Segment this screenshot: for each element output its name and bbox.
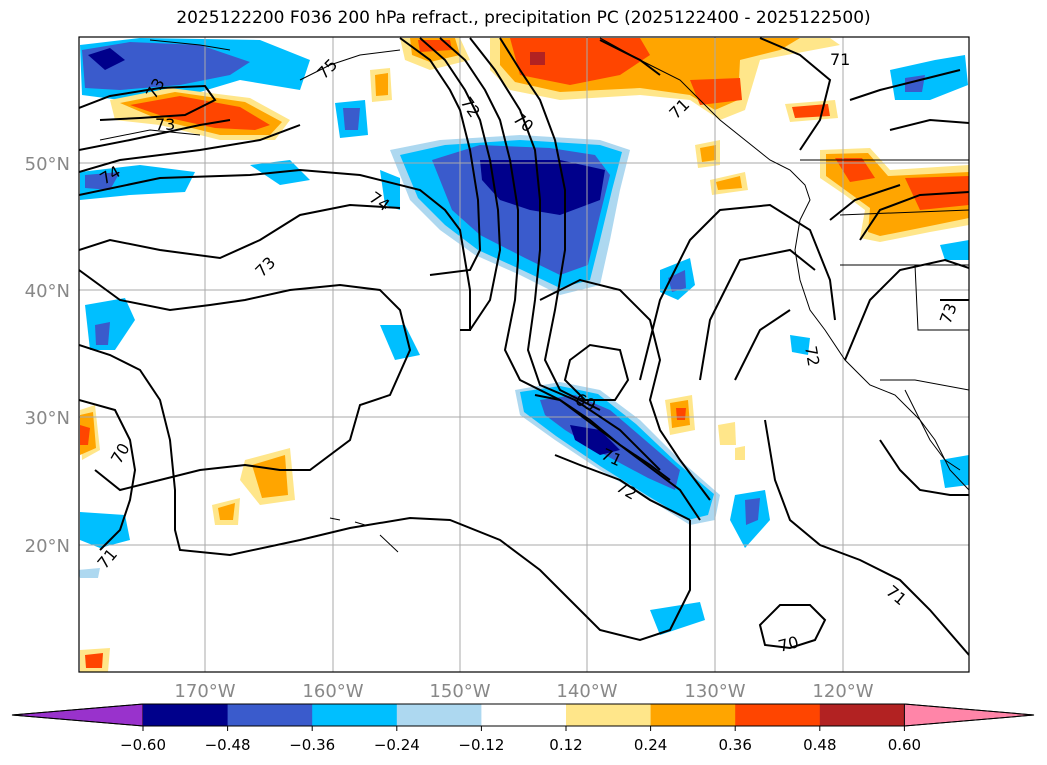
colorbar-tick-label: −0.36 <box>289 736 335 754</box>
lon-label: 130°W <box>684 681 745 702</box>
contour-label: 73 <box>251 253 279 281</box>
colorbar-tick-label: 0.12 <box>549 736 582 754</box>
contour-label: 73 <box>936 301 961 327</box>
colorbar: −0.60 −0.48 −0.36 −0.24 −0.12 0.12 0.24 0.36 0.4… <box>11 703 1035 754</box>
longitude-labels: 170°W 160°W 150°W 140°W 130°W 120°W <box>174 681 873 702</box>
lon-label: 120°W <box>812 681 873 702</box>
lat-label: 20°N <box>25 536 70 557</box>
lon-label: 160°W <box>302 681 363 702</box>
shade-pos-strong <box>130 96 270 130</box>
plot-frame <box>78 36 970 673</box>
colorbar-swatch <box>735 704 821 726</box>
colorbar-tick-label: 0.60 <box>888 736 921 754</box>
lon-label: 170°W <box>174 681 235 702</box>
contour-label: 70 <box>509 109 537 137</box>
colorbar-tick-label: −0.24 <box>374 736 420 754</box>
shade-neg-strong <box>88 48 125 70</box>
colorbar-tick-label: 0.48 <box>803 736 836 754</box>
colorbar-swatch <box>481 704 567 726</box>
coastlines <box>99 37 969 553</box>
lon-label: 140°W <box>556 681 617 702</box>
contour-label: 73 <box>155 115 175 134</box>
precip-shading <box>79 38 969 672</box>
colorbar-tick-label: −0.48 <box>205 736 251 754</box>
colorbar-swatch <box>396 704 482 726</box>
colorbar-tick-label: 0.36 <box>718 736 751 754</box>
contour-label: 71 <box>830 50 850 69</box>
colorbar-tick-label: −0.12 <box>458 736 504 754</box>
colorbar-swatch <box>227 704 313 726</box>
lat-label: 50°N <box>25 154 70 175</box>
lon-label: 150°W <box>429 681 490 702</box>
contour-label: 72 <box>801 344 823 367</box>
colorbar-swatch <box>650 704 736 726</box>
lat-label: 40°N <box>25 281 70 302</box>
lat-label: 30°N <box>25 408 70 429</box>
colorbar-swatch <box>819 704 905 726</box>
map-title: 2025122200 F036 200 hPa refract., precip… <box>176 8 871 28</box>
colorbar-extend-max <box>903 703 1035 727</box>
refractivity-contours <box>79 37 969 656</box>
colorbar-swatch <box>143 704 229 726</box>
colorbar-swatch <box>566 704 652 726</box>
colorbar-tick-label: 0.24 <box>634 736 667 754</box>
contour-label: 75 <box>313 55 341 83</box>
contour-label: 70 <box>776 632 801 656</box>
colorbar-tick-label: −0.60 <box>120 736 166 754</box>
latitude-labels: 50°N 40°N 30°N 20°N <box>25 154 70 557</box>
shade-neg-mid <box>82 42 250 90</box>
colorbar-extend-min <box>11 703 144 727</box>
colorbar-swatch <box>312 704 398 726</box>
